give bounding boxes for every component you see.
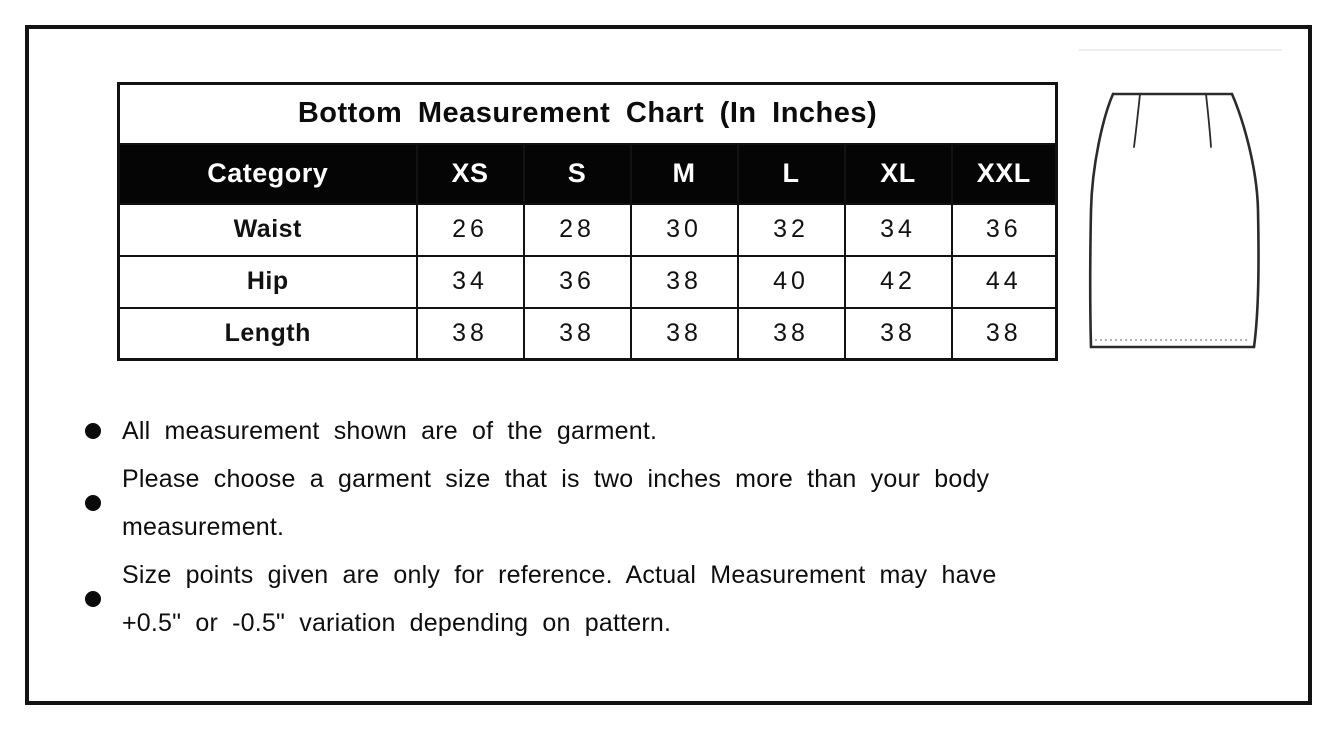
value-cell: 38 xyxy=(522,306,632,361)
table-title-row: Bottom Measurement Chart (In Inches) xyxy=(117,82,1058,145)
table-row-hip: Hip 34 36 38 40 42 44 xyxy=(117,254,1058,309)
value-cell: 36 xyxy=(522,254,632,309)
bullet-icon xyxy=(85,423,101,439)
value-cell: 36 xyxy=(950,202,1058,257)
value-cell: 34 xyxy=(415,254,525,309)
bullet-icon xyxy=(85,591,101,607)
value-cell: 38 xyxy=(736,306,846,361)
bullet-icon xyxy=(85,495,101,511)
note-item: Size points given are only for reference… xyxy=(85,551,1075,647)
note-item: Please choose a garment size that is two… xyxy=(85,455,1075,551)
value-cell: 40 xyxy=(736,254,846,309)
table-title: Bottom Measurement Chart (In Inches) xyxy=(117,82,1058,145)
value-cell: 32 xyxy=(736,202,846,257)
skirt-illustration xyxy=(1075,45,1287,379)
value-cell: 28 xyxy=(522,202,632,257)
value-cell: 42 xyxy=(843,254,953,309)
measurement-table: Bottom Measurement Chart (In Inches) Cat… xyxy=(117,82,1059,361)
category-cell: Length xyxy=(117,306,418,361)
header-cell-category: Category xyxy=(117,142,418,205)
value-cell: 38 xyxy=(843,306,953,361)
category-cell: Hip xyxy=(117,254,418,309)
note-text: Size points given are only for reference… xyxy=(122,561,997,637)
value-cell: 26 xyxy=(415,202,525,257)
note-item: All measurement shown are of the garment… xyxy=(85,407,1075,455)
header-cell-l: L xyxy=(736,142,846,205)
outer-border-frame: Bottom Measurement Chart (In Inches) Cat… xyxy=(25,25,1312,705)
value-cell: 30 xyxy=(629,202,739,257)
header-cell-m: M xyxy=(629,142,739,205)
table-row-waist: Waist 26 28 30 32 34 36 xyxy=(117,202,1058,257)
table-header-row: Category XS S M L XL XXL xyxy=(117,142,1058,205)
value-cell: 38 xyxy=(415,306,525,361)
note-text: Please choose a garment size that is two… xyxy=(122,465,990,541)
header-cell-s: S xyxy=(522,142,632,205)
category-cell: Waist xyxy=(117,202,418,257)
header-cell-xl: XL xyxy=(843,142,953,205)
value-cell: 38 xyxy=(950,306,1058,361)
pencil-skirt-icon xyxy=(1079,49,1282,349)
header-cell-xs: XS xyxy=(415,142,525,205)
value-cell: 38 xyxy=(629,254,739,309)
header-cell-xxl: XXL xyxy=(950,142,1058,205)
value-cell: 38 xyxy=(629,306,739,361)
value-cell: 34 xyxy=(843,202,953,257)
value-cell: 44 xyxy=(950,254,1058,309)
note-text: All measurement shown are of the garment… xyxy=(122,417,658,445)
table-row-length: Length 38 38 38 38 38 38 xyxy=(117,306,1058,361)
notes-list: All measurement shown are of the garment… xyxy=(85,407,1075,647)
